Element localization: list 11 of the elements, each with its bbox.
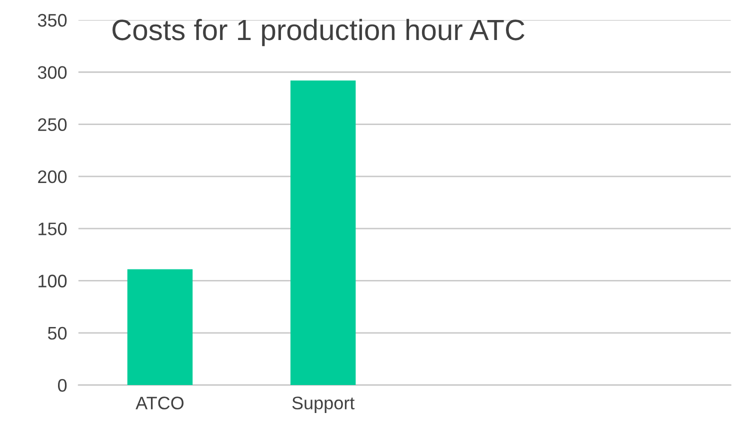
y-tick-label: 200 (38, 170, 67, 184)
chart-title: Costs for 1 production hour ATC (112, 18, 524, 46)
y-tick-label: 0 (58, 378, 67, 392)
y-tick-label: 100 (38, 274, 67, 288)
x-tick-label: ATCO (136, 396, 184, 410)
y-tick-label: 150 (38, 222, 67, 236)
x-tick-label: Support (292, 396, 355, 413)
y-tick-label: 300 (38, 66, 67, 79)
y-tick-label: 50 (48, 326, 67, 340)
y-tick-label: 350 (38, 14, 67, 27)
y-tick-label: 250 (38, 118, 67, 131)
